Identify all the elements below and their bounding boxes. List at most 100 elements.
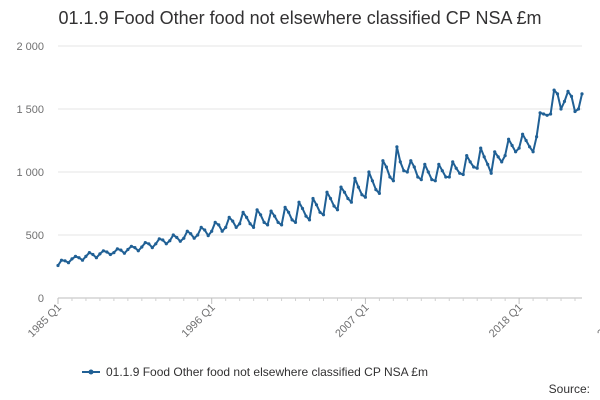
data-point[interactable]: [521, 132, 525, 136]
data-point[interactable]: [440, 169, 444, 173]
data-point[interactable]: [346, 196, 350, 201]
data-point[interactable]: [245, 215, 249, 219]
data-point[interactable]: [108, 252, 112, 257]
data-point[interactable]: [280, 223, 284, 227]
data-point[interactable]: [220, 229, 224, 233]
data-point[interactable]: [154, 242, 158, 246]
data-point[interactable]: [59, 258, 64, 262]
data-point[interactable]: [461, 172, 465, 177]
data-point[interactable]: [332, 204, 336, 208]
data-point[interactable]: [252, 225, 256, 229]
data-point[interactable]: [430, 178, 434, 182]
data-point[interactable]: [412, 165, 416, 169]
data-point[interactable]: [196, 233, 200, 237]
data-point[interactable]: [91, 252, 95, 257]
data-point[interactable]: [370, 179, 374, 183]
data-point[interactable]: [143, 241, 147, 245]
data-point[interactable]: [566, 89, 570, 93]
data-point[interactable]: [287, 210, 291, 214]
data-point[interactable]: [517, 146, 521, 150]
data-point[interactable]: [528, 145, 532, 149]
data-point[interactable]: [133, 246, 137, 250]
data-point[interactable]: [555, 92, 560, 96]
data-point[interactable]: [98, 252, 102, 256]
data-point[interactable]: [122, 251, 126, 255]
data-point[interactable]: [510, 143, 514, 148]
data-point[interactable]: [290, 218, 294, 222]
data-point[interactable]: [535, 135, 539, 139]
data-point[interactable]: [416, 175, 420, 179]
data-point[interactable]: [545, 113, 549, 117]
data-point[interactable]: [475, 166, 479, 170]
data-point[interactable]: [115, 247, 119, 251]
data-point[interactable]: [465, 154, 469, 158]
data-point[interactable]: [84, 254, 88, 258]
data-point[interactable]: [388, 175, 392, 179]
data-point[interactable]: [493, 150, 497, 154]
data-point[interactable]: [573, 109, 577, 114]
data-point[interactable]: [384, 165, 388, 169]
data-point[interactable]: [269, 209, 273, 213]
data-point[interactable]: [112, 251, 116, 255]
data-point[interactable]: [210, 229, 214, 233]
source-label[interactable]: Source:: [548, 382, 590, 396]
data-point[interactable]: [136, 249, 140, 253]
data-point[interactable]: [367, 170, 371, 174]
data-point[interactable]: [377, 191, 381, 195]
data-point[interactable]: [353, 176, 357, 180]
data-point[interactable]: [503, 154, 507, 158]
data-point[interactable]: [300, 206, 305, 211]
data-point[interactable]: [147, 242, 151, 246]
data-point[interactable]: [161, 238, 165, 242]
data-point[interactable]: [164, 242, 168, 246]
data-point[interactable]: [423, 162, 427, 166]
data-point[interactable]: [395, 145, 399, 149]
data-point[interactable]: [458, 171, 462, 175]
data-point[interactable]: [70, 257, 74, 261]
data-point[interactable]: [531, 150, 535, 154]
data-point[interactable]: [433, 179, 437, 183]
data-point[interactable]: [276, 220, 280, 224]
data-point[interactable]: [234, 225, 238, 229]
data-point[interactable]: [538, 111, 542, 115]
data-point[interactable]: [94, 256, 98, 260]
data-point[interactable]: [199, 225, 203, 229]
data-point[interactable]: [325, 190, 329, 194]
data-point[interactable]: [175, 235, 179, 240]
data-point[interactable]: [524, 138, 528, 143]
data-point[interactable]: [206, 234, 210, 238]
data-point[interactable]: [479, 146, 483, 150]
data-point[interactable]: [552, 88, 556, 92]
data-point[interactable]: [304, 214, 308, 218]
data-point[interactable]: [293, 220, 298, 224]
data-point[interactable]: [398, 160, 402, 164]
data-point[interactable]: [542, 112, 546, 116]
data-point[interactable]: [182, 236, 186, 240]
data-point[interactable]: [342, 190, 347, 194]
data-point[interactable]: [255, 208, 259, 212]
data-point[interactable]: [80, 258, 85, 262]
data-point[interactable]: [77, 256, 81, 260]
data-point[interactable]: [409, 159, 413, 163]
data-point[interactable]: [381, 159, 385, 163]
data-point[interactable]: [489, 171, 493, 175]
data-point[interactable]: [349, 200, 353, 204]
data-point[interactable]: [454, 166, 458, 170]
legend[interactable]: 01.1.9 Food Other food not elsewhere cla…: [82, 365, 428, 379]
data-point[interactable]: [576, 107, 581, 111]
data-point[interactable]: [321, 213, 326, 217]
data-point[interactable]: [405, 170, 409, 174]
data-point[interactable]: [266, 223, 270, 227]
data-point[interactable]: [87, 251, 91, 255]
data-point[interactable]: [262, 220, 266, 224]
data-point[interactable]: [451, 160, 455, 164]
data-point[interactable]: [150, 246, 154, 250]
data-point[interactable]: [569, 94, 574, 98]
data-point[interactable]: [213, 220, 217, 224]
data-point[interactable]: [227, 215, 231, 219]
data-point[interactable]: [482, 155, 486, 159]
data-point[interactable]: [363, 195, 367, 199]
data-point[interactable]: [224, 225, 228, 229]
data-point[interactable]: [217, 223, 221, 227]
data-point[interactable]: [203, 228, 207, 232]
